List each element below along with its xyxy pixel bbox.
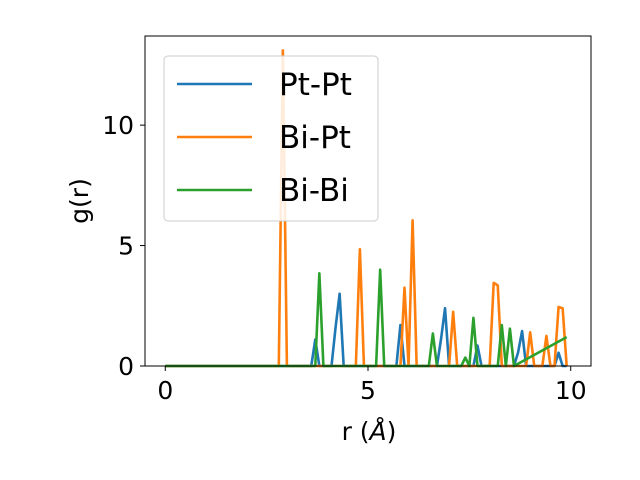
legend-label-pt-pt: Pt-Pt	[279, 67, 352, 103]
x-axis-label-unit: Å	[368, 417, 387, 446]
series-line-bi-bi	[165, 268, 568, 368]
legend-label-bi-bi: Bi-Bi	[279, 173, 349, 209]
legend-box	[163, 55, 379, 222]
x-tick-label: 0	[157, 376, 173, 405]
x-tick-label: 5	[360, 376, 376, 405]
y-axis-label: g(r)	[65, 178, 94, 224]
x-tick-label: 10	[555, 376, 587, 405]
y-tick-label: 5	[118, 232, 134, 261]
legend-label-bi-pt: Bi-Pt	[279, 120, 351, 156]
x-axis-label-main: r (	[342, 417, 370, 446]
legend: Pt-Pt Bi-Pt Bi-Bi	[163, 55, 379, 222]
y-tick-label: 10	[102, 111, 134, 140]
x-axis-label-end: )	[387, 417, 397, 446]
x-axis-label: r (Å)	[342, 417, 397, 446]
y-tick-label: 0	[118, 352, 134, 381]
axes-layer: 0 5 10 0 5 10	[102, 35, 592, 405]
